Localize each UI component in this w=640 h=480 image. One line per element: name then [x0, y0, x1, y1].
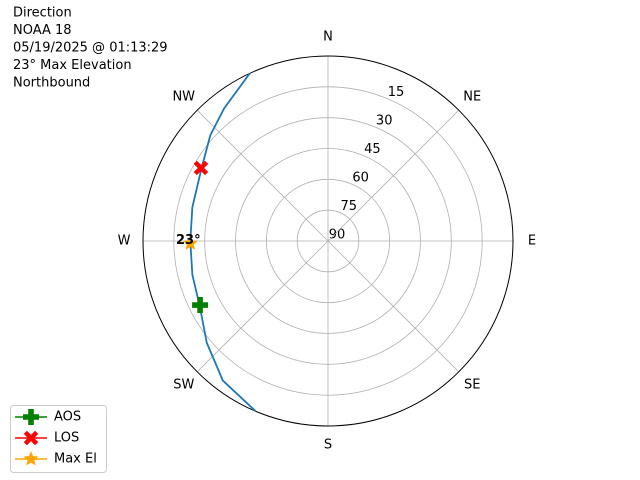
r-tick-label: 60: [352, 171, 369, 186]
legend-label: AOS: [54, 410, 81, 425]
marker: [182, 235, 198, 250]
legend-box: [10, 405, 107, 473]
marker: [193, 160, 209, 176]
legend-marker: [23, 409, 39, 425]
direction-label: NW: [172, 89, 195, 104]
direction-label: S: [324, 438, 332, 453]
r-tick-label: 90: [329, 228, 346, 243]
grid-spoke: [327, 109, 460, 242]
legend-marker: [23, 451, 39, 466]
legend-label: LOS: [54, 431, 79, 446]
title-line: Northbound: [13, 76, 90, 91]
title-line: 05/19/2025 @ 01:13:29: [13, 41, 168, 56]
direction-label: SE: [464, 378, 480, 393]
grid-spoke: [327, 240, 460, 373]
r-tick-label: 15: [388, 85, 405, 100]
direction-label: N: [323, 30, 333, 45]
title-line: 23° Max Elevation: [13, 58, 132, 73]
grid-spoke: [196, 109, 329, 242]
legend-label: Max El: [54, 452, 97, 467]
grid-spoke: [196, 240, 329, 373]
direction-label: W: [118, 234, 131, 249]
r-tick-label: 45: [364, 142, 381, 157]
legend-marker: [23, 430, 39, 446]
direction-label: SW: [173, 378, 194, 393]
r-tick-label: 75: [341, 199, 358, 214]
direction-label: NE: [463, 89, 481, 104]
direction-label: E: [528, 234, 536, 249]
marker: [192, 297, 209, 314]
title-line: NOAA 18: [13, 23, 72, 38]
title-line: Direction: [13, 6, 72, 21]
r-tick-label: 30: [376, 114, 393, 129]
annotation: 23°: [176, 233, 201, 248]
outer-frame: [142, 55, 514, 427]
